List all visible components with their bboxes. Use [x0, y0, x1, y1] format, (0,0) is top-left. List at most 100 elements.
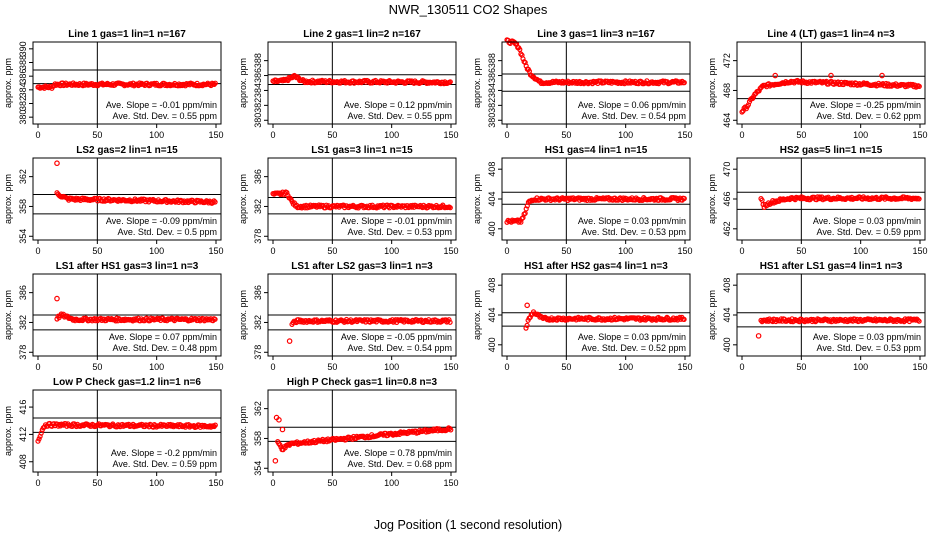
panel-title: HS2 gas=5 lin=1 n=15	[780, 145, 883, 156]
panel-ylabel: approx. ppm	[238, 290, 248, 340]
data-point	[523, 325, 529, 331]
plot-frame	[267, 389, 457, 473]
x-tick-label: 0	[270, 130, 275, 140]
x-tick-label: 50	[561, 130, 571, 140]
slope-annotation: Ave. Slope = 0.03 ppm/min	[578, 332, 686, 342]
x-tick-label: 150	[208, 130, 223, 140]
y-tick-label: 386	[253, 285, 263, 300]
data-point	[297, 204, 303, 211]
panel-title: Line 1 gas=1 lin=1 n=167	[68, 29, 186, 40]
y-tick-label: 382	[487, 98, 497, 113]
data-point	[778, 316, 784, 322]
stddev-annotation: Ave. Std. Dev. = 0.59 ppm	[113, 459, 217, 469]
x-tick-label: 150	[443, 130, 458, 140]
y-tick-label: 388	[487, 53, 497, 68]
y-tick-label: 354	[253, 461, 263, 476]
x-tick-label: 150	[208, 478, 223, 488]
y-tick-label: 404	[722, 307, 732, 322]
data-point	[681, 316, 687, 322]
stddev-annotation: Ave. Std. Dev. = 0.55 ppm	[348, 111, 452, 121]
slope-annotation: Ave. Slope = 0.03 ppm/min	[813, 332, 921, 342]
y-tick-label: 404	[487, 307, 497, 322]
x-tick-label: 50	[796, 246, 806, 256]
slope-annotation: Ave. Slope = 0.03 ppm/min	[578, 216, 686, 226]
x-tick-label: 0	[270, 362, 275, 372]
panel-6: LS1 gas=3 lin=1 n=15 approx. ppm 378 382 386…	[238, 145, 459, 256]
panel-ylabel: approx. ppm	[238, 58, 248, 108]
plot-frame	[32, 157, 222, 241]
panel-ylabel: approx. ppm	[3, 174, 13, 224]
y-tick-label: 382	[18, 315, 28, 330]
data-point	[421, 318, 427, 325]
y-tick-label: 378	[253, 345, 263, 360]
x-tick-label: 50	[796, 130, 806, 140]
data-point	[517, 46, 523, 53]
data-point	[520, 56, 526, 62]
panel-title: HS1 after HS2 gas=4 lin=1 n=3	[524, 261, 668, 272]
data-point	[916, 83, 922, 90]
data-point	[524, 302, 530, 309]
x-tick-label: 100	[149, 130, 164, 140]
x-tick-label: 50	[796, 362, 806, 372]
panel-ylabel: approx. ppm	[238, 406, 248, 456]
y-tick-label: 384	[487, 83, 497, 98]
y-tick-label: 400	[722, 337, 732, 352]
y-tick-label: 380	[253, 113, 263, 128]
panel-7: HS1 gas=4 lin=1 n=15 approx. ppm 400 404 408…	[472, 145, 693, 256]
data-point	[739, 109, 745, 115]
panel-ylabel: approx. ppm	[3, 406, 13, 456]
panel-title: High P Check gas=1 lin=0.8 n=3	[287, 377, 438, 388]
panel-2: Line 2 gas=1 lin=2 n=167 approx. ppm 380 38…	[238, 29, 459, 140]
panel-title: Line 4 (LT) gas=1 lin=4 n=3	[767, 29, 895, 40]
x-tick-label: 0	[35, 246, 40, 256]
y-tick-label: 378	[18, 345, 28, 360]
data-point	[524, 322, 530, 328]
panel-ylabel: approx. ppm	[472, 174, 482, 224]
stddev-annotation: Ave. Std. Dev. = 0.53 ppm	[582, 227, 686, 237]
y-tick-label: 386	[253, 68, 263, 83]
plot-frame	[501, 41, 691, 125]
x-tick-label: 150	[912, 246, 927, 256]
panel-title: LS1 after HS1 gas=3 lin=1 n=3	[56, 261, 199, 272]
data-point	[446, 317, 452, 323]
x-tick-label: 0	[739, 362, 744, 372]
slope-annotation: Ave. Slope = -0.05 ppm/min	[341, 332, 452, 342]
x-tick-label: 50	[92, 478, 102, 488]
y-tick-label: 388	[253, 53, 263, 68]
x-tick-label: 50	[327, 478, 337, 488]
panel-11: HS1 after HS2 gas=4 lin=1 n=3 approx. ppm…	[472, 261, 693, 372]
y-tick-label: 462	[722, 221, 732, 236]
x-tick-label: 0	[504, 362, 509, 372]
x-tick-label: 100	[853, 246, 868, 256]
data-point	[212, 80, 218, 86]
panel-title: Line 2 gas=1 lin=2 n=167	[303, 29, 421, 40]
x-tick-label: 100	[384, 478, 399, 488]
panel-4: Line 4 (LT) gas=1 lin=4 n=3 approx. ppm 46…	[707, 29, 928, 140]
y-tick-label: 472	[722, 53, 732, 68]
panel-title: LS1 gas=3 lin=1 n=15	[311, 145, 413, 156]
stddev-annotation: Ave. Std. Dev. = 0.48 ppm	[113, 343, 217, 353]
data-point	[828, 72, 834, 79]
data-point	[318, 202, 324, 208]
data-point	[54, 295, 60, 302]
slope-annotation: Ave. Slope = -0.09 ppm/min	[106, 216, 217, 226]
x-tick-label: 0	[504, 130, 509, 140]
data-point	[276, 417, 282, 423]
y-tick-label: 386	[253, 169, 263, 184]
data-point	[447, 79, 453, 85]
x-tick-label: 50	[92, 362, 102, 372]
plot-frame	[267, 41, 457, 125]
y-tick-label: 386	[18, 69, 28, 84]
stddev-annotation: Ave. Std. Dev. = 0.59 ppm	[817, 227, 921, 237]
slope-annotation: Ave. Slope = 0.07 ppm/min	[109, 332, 217, 342]
x-tick-label: 0	[504, 246, 509, 256]
slope-annotation: Ave. Slope = -0.01 ppm/min	[341, 216, 452, 226]
data-point	[916, 318, 922, 324]
data-point	[448, 427, 454, 433]
panel-ylabel: approx. ppm	[3, 58, 13, 108]
panel-title: LS2 gas=2 lin=1 n=15	[76, 145, 178, 156]
x-tick-label: 100	[618, 130, 633, 140]
x-tick-label: 50	[92, 130, 102, 140]
panel-9: LS1 after HS1 gas=3 lin=1 n=3 approx. ppm…	[3, 261, 224, 372]
